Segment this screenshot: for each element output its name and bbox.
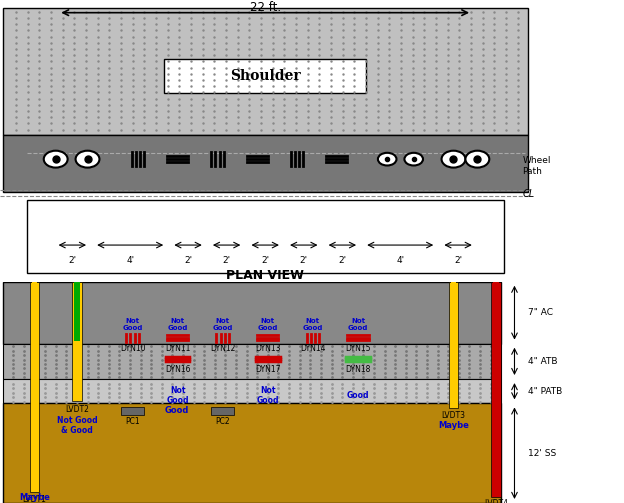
Bar: [451, 282, 456, 408]
Text: Shoulder: Shoulder: [230, 69, 301, 83]
Bar: [493, 282, 499, 497]
Text: Not
Good: Not Good: [258, 318, 278, 331]
Ellipse shape: [378, 153, 396, 165]
Bar: [491, 282, 500, 497]
Text: DYN15: DYN15: [345, 344, 371, 353]
Text: 4" PATB: 4" PATB: [528, 387, 562, 396]
Text: Not
Good: Not Good: [167, 318, 188, 331]
Text: Not
Good: Not Good: [213, 318, 233, 331]
Ellipse shape: [466, 151, 489, 167]
Text: 4': 4': [396, 256, 404, 265]
Text: 4" ATB: 4" ATB: [528, 357, 557, 366]
Text: LVDT1: LVDT1: [22, 494, 46, 503]
Text: Not
Good: Not Good: [256, 386, 279, 405]
Text: 7" AC: 7" AC: [528, 308, 553, 317]
Text: 2': 2': [454, 256, 462, 265]
Text: LVDT4: LVDT4: [484, 499, 508, 503]
Text: LVDT2: LVDT2: [65, 404, 89, 413]
Bar: [2, 403, 501, 503]
Text: PLAN VIEW: PLAN VIEW: [227, 269, 304, 282]
Text: Maybe: Maybe: [438, 421, 469, 430]
Text: 2': 2': [223, 256, 231, 265]
Text: PC1: PC1: [125, 417, 140, 427]
Text: DYN17: DYN17: [255, 365, 281, 374]
Bar: [30, 282, 39, 492]
Bar: [74, 282, 80, 342]
Text: Not
Good: Not Good: [167, 386, 189, 405]
Text: 12' SS: 12' SS: [528, 449, 556, 458]
Bar: [72, 282, 82, 401]
Bar: [211, 407, 235, 415]
Text: Good: Good: [165, 405, 189, 414]
Text: DYN12: DYN12: [210, 344, 235, 353]
Text: Wheel
Path: Wheel Path: [522, 156, 551, 176]
Text: Maybe: Maybe: [19, 493, 50, 502]
Text: DYN11: DYN11: [165, 344, 190, 353]
Text: 2': 2': [300, 256, 308, 265]
Text: Not
Good: Not Good: [303, 318, 323, 331]
Text: 22 ft.: 22 ft.: [250, 2, 281, 15]
Text: 2': 2': [68, 256, 76, 265]
Bar: [26, 200, 504, 273]
Text: DYN10: DYN10: [120, 344, 145, 353]
Ellipse shape: [442, 151, 466, 167]
Text: DYN13: DYN13: [255, 344, 281, 353]
Text: 2': 2': [338, 256, 346, 265]
Text: Not
Good: Not Good: [122, 318, 143, 331]
Text: CL: CL: [522, 189, 535, 199]
Bar: [74, 342, 80, 401]
Text: 2': 2': [261, 256, 270, 265]
Text: DYN16: DYN16: [165, 365, 190, 374]
FancyBboxPatch shape: [165, 59, 366, 93]
Text: Not
Good: Not Good: [348, 318, 368, 331]
Text: DYN14: DYN14: [300, 344, 326, 353]
Bar: [2, 135, 528, 192]
Bar: [2, 344, 501, 379]
Ellipse shape: [404, 153, 423, 165]
Ellipse shape: [44, 151, 67, 167]
Text: 2': 2': [184, 256, 192, 265]
Bar: [2, 282, 501, 344]
Bar: [121, 407, 144, 415]
Ellipse shape: [76, 151, 99, 167]
Bar: [2, 379, 501, 403]
Bar: [449, 282, 458, 408]
Text: LVDT3: LVDT3: [442, 411, 466, 420]
Text: Not Good
& Good: Not Good & Good: [57, 415, 97, 435]
Text: DYN18: DYN18: [345, 365, 371, 374]
Text: 4': 4': [126, 256, 134, 265]
Bar: [32, 282, 37, 492]
Text: Good: Good: [347, 391, 369, 400]
Text: PC2: PC2: [215, 417, 230, 427]
Bar: [2, 9, 528, 135]
